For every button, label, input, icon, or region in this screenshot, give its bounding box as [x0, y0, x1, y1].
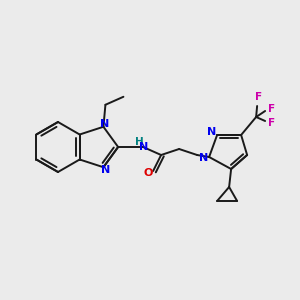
Text: N: N [100, 119, 109, 129]
Text: N: N [101, 165, 110, 175]
Text: N: N [140, 142, 149, 152]
Text: F: F [268, 118, 275, 128]
Text: N: N [208, 127, 217, 137]
Text: N: N [200, 153, 209, 163]
Text: F: F [255, 92, 262, 102]
Text: H: H [135, 137, 143, 147]
Text: F: F [268, 104, 275, 114]
Text: O: O [143, 168, 153, 178]
